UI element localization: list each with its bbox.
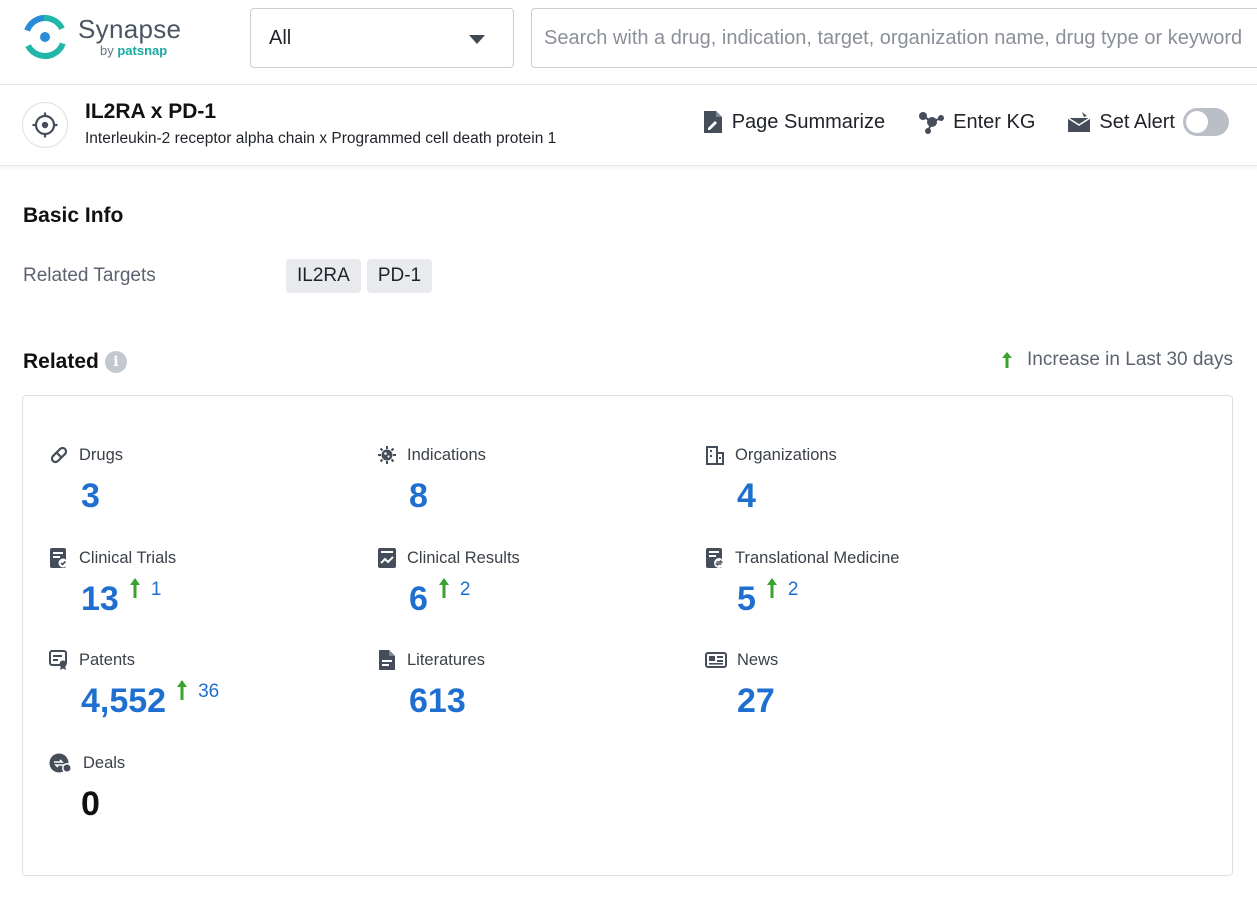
stat-indications-label: Indications (407, 446, 486, 465)
stat-translational-medicine[interactable]: Translational Medicine 5 2 (705, 547, 1025, 617)
arrow-up-icon (766, 577, 778, 599)
target-icon (22, 102, 68, 148)
stat-drugs-label: Drugs (79, 446, 123, 465)
increase-legend-label: Increase in Last 30 days (1027, 349, 1233, 371)
related-targets-label: Related Targets (23, 265, 156, 287)
stat-patents-label: Patents (79, 651, 135, 670)
synapse-logo[interactable]: Synapse by patsnap (22, 14, 181, 60)
stat-news[interactable]: News 27 (705, 649, 1025, 719)
stat-literatures-value[interactable]: 613 (409, 683, 466, 719)
set-alert-button[interactable]: Set Alert (1067, 108, 1229, 136)
virus-icon (377, 445, 397, 465)
search-input[interactable]: Search with a drug, indication, target, … (531, 8, 1257, 68)
stat-drugs-value[interactable]: 3 (81, 478, 100, 514)
search-scope-select[interactable]: All (250, 8, 514, 68)
increase-legend: Increase in Last 30 days (1001, 349, 1233, 371)
handshake-icon (49, 752, 73, 774)
stat-clinical-results[interactable]: Clinical Results 6 2 (377, 547, 697, 617)
search-placeholder: Search with a drug, indication, target, … (544, 27, 1242, 50)
page-summarize-button[interactable]: Page Summarize (702, 110, 885, 134)
page-subtitle: Interleukin-2 receptor alpha chain x Pro… (85, 130, 556, 148)
summarize-icon (702, 110, 724, 134)
enter-kg-label: Enter KG (953, 111, 1035, 134)
search-scope-value: All (269, 27, 291, 50)
stat-clinical-trials[interactable]: Clinical Trials 13 1 (49, 547, 369, 617)
stat-patents[interactable]: Patents 4,552 36 (49, 649, 369, 719)
logo-sub: by patsnap (100, 43, 181, 59)
enter-kg-button[interactable]: Enter KG (917, 110, 1035, 134)
stat-clinical-trials-increase[interactable]: 1 (151, 579, 162, 601)
logo-by: by (100, 43, 114, 58)
alert-toggle[interactable] (1183, 108, 1229, 136)
stat-literatures[interactable]: Literatures 613 (377, 649, 697, 719)
stat-news-label: News (737, 651, 778, 670)
stat-translational-medicine-value[interactable]: 5 (737, 581, 756, 617)
arrow-up-icon (1001, 351, 1013, 369)
stat-deals: Deals 0 (49, 752, 369, 822)
page-title: IL2RA x PD-1 (85, 100, 216, 124)
page-summarize-label: Page Summarize (732, 111, 885, 134)
arrow-up-icon (438, 577, 450, 599)
top-bar: Synapse by patsnap All Search with a dru… (0, 0, 1257, 85)
related-title: Related i (23, 350, 127, 374)
stat-deals-value: 0 (81, 786, 100, 822)
stat-clinical-trials-value[interactable]: 13 (81, 581, 119, 617)
alert-toggle-knob (1186, 111, 1208, 133)
target-tag-pd-1[interactable]: PD-1 (367, 259, 432, 293)
stat-drugs[interactable]: Drugs 3 (49, 444, 369, 514)
exchange-doc-icon (705, 547, 725, 569)
logo-brand: patsnap (117, 43, 167, 58)
stat-translational-medicine-increase[interactable]: 2 (788, 579, 799, 601)
stat-indications-value[interactable]: 8 (409, 478, 428, 514)
stat-clinical-trials-label: Clinical Trials (79, 549, 176, 568)
arrow-up-icon (129, 577, 141, 599)
caret-down-icon (469, 35, 485, 44)
arrow-up-icon (176, 679, 188, 701)
stat-organizations-value[interactable]: 4 (737, 478, 756, 514)
related-title-text: Related (23, 350, 99, 374)
stat-literatures-label: Literatures (407, 651, 485, 670)
target-tag-il2ra[interactable]: IL2RA (286, 259, 361, 293)
related-panel: Drugs 3 Indications 8 (22, 395, 1233, 876)
info-icon[interactable]: i (105, 351, 127, 373)
document-icon (377, 649, 397, 671)
newspaper-icon (705, 650, 727, 670)
certificate-icon (49, 649, 69, 671)
header-actions: Page Summarize Enter KG Set Alert (670, 108, 1229, 136)
logo-name: Synapse (78, 15, 181, 43)
stat-news-value[interactable]: 27 (737, 683, 775, 719)
related-targets-tags: IL2RA PD-1 (286, 259, 438, 293)
stat-clinical-results-label: Clinical Results (407, 549, 520, 568)
stat-patents-value[interactable]: 4,552 (81, 683, 166, 719)
stat-organizations-label: Organizations (735, 446, 837, 465)
entity-header: IL2RA x PD-1 Interleukin-2 receptor alph… (0, 86, 1257, 166)
chart-doc-icon (377, 547, 397, 569)
set-alert-label: Set Alert (1099, 111, 1175, 134)
stat-organizations[interactable]: Organizations 4 (705, 444, 1025, 514)
synapse-logo-icon (22, 14, 68, 60)
stat-patents-increase[interactable]: 36 (198, 681, 219, 703)
clipboard-icon (49, 547, 69, 569)
alert-mail-icon (1067, 111, 1091, 133)
stat-deals-label: Deals (83, 754, 125, 773)
stat-indications[interactable]: Indications 8 (377, 444, 697, 514)
building-icon (705, 445, 725, 465)
stat-clinical-results-increase[interactable]: 2 (460, 579, 471, 601)
stat-clinical-results-value[interactable]: 6 (409, 581, 428, 617)
basic-info-title: Basic Info (23, 204, 123, 228)
stat-translational-medicine-label: Translational Medicine (735, 549, 899, 568)
pill-icon (49, 445, 69, 465)
graph-icon (917, 110, 945, 134)
